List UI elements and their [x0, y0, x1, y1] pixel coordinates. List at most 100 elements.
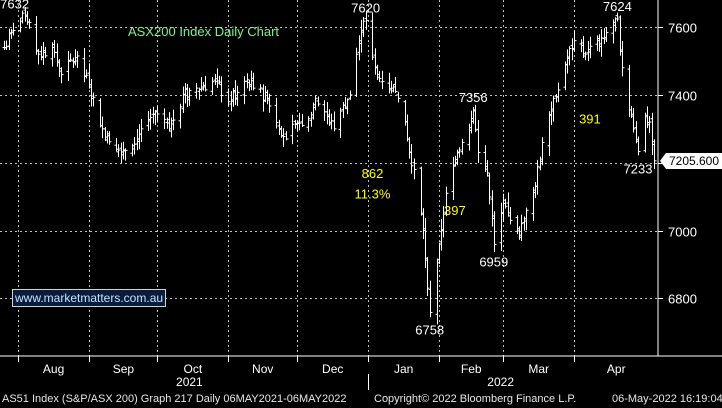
ohlc-bar [309, 111, 314, 127]
ohlc-bar [84, 69, 89, 79]
ohlc-bar [627, 64, 632, 118]
ohlc-bar [517, 226, 522, 240]
ohlc-bar [647, 116, 652, 133]
ohlc-bar [274, 97, 279, 129]
ohlc-bar [506, 192, 511, 217]
ohlc-bar [354, 47, 359, 97]
price-label: 7624 [603, 0, 632, 14]
ohlc-bar [245, 73, 250, 89]
move-label: 397 [444, 203, 466, 218]
ohlc-bar [361, 17, 366, 38]
ohlc-bar [55, 43, 60, 67]
ohlc-bar [373, 48, 378, 75]
ohlc-bar [213, 74, 218, 85]
ohlc-bar [59, 67, 64, 84]
ohlc-bar [370, 12, 375, 61]
ohlc-bar [636, 136, 641, 156]
last-price-marker: 7205.600 [666, 153, 722, 169]
ohlc-bar [457, 147, 462, 158]
watermark[interactable]: www.marketmatters.com.au [12, 289, 167, 307]
x-month-label: Apr [607, 362, 626, 376]
ohlc-bar [146, 111, 151, 131]
ohlc-bar [652, 139, 657, 169]
ohlc-bar [219, 76, 224, 103]
ohlc-bar [311, 102, 316, 120]
ohlc-bar [435, 258, 440, 325]
ohlc-bar [135, 129, 140, 151]
ohlc-bar [313, 95, 318, 111]
ohlc-bar [604, 27, 609, 42]
ohlc-bar [229, 91, 234, 112]
ohlc-bar [583, 51, 588, 61]
ohlc-bar [18, 18, 23, 33]
move-label: 862 [362, 166, 384, 181]
ohlc-bar [611, 19, 616, 44]
ohlc-bar [52, 39, 57, 58]
ohlc-bar [586, 40, 591, 62]
ohlc-bar [483, 145, 488, 172]
ohlc-bar [27, 18, 32, 29]
move-label: 391 [579, 112, 601, 127]
ohlc-bar [75, 51, 80, 68]
ohlc-bar [407, 136, 412, 159]
x-month-label: Mar [528, 362, 549, 376]
ohlc-bar [618, 15, 623, 56]
ohlc-bar [387, 72, 392, 94]
ohlc-bar [599, 29, 604, 57]
ohlc-bar [620, 41, 625, 77]
x-month-label: Nov [252, 362, 273, 376]
ohlc-bar [284, 131, 289, 141]
price-label: 6758 [415, 323, 444, 338]
ohlc-bar [116, 144, 121, 158]
ohlc-bar [249, 70, 254, 91]
ohlc-bar [281, 128, 286, 148]
ohlc-bar [423, 218, 428, 269]
ohlc-bar [316, 96, 321, 107]
ohlc-bar [139, 118, 144, 142]
ohlc-bar [597, 34, 602, 52]
footer-security-info: AS51 Index (S&P/ASX 200) Graph 217 Daily… [2, 393, 347, 405]
ohlc-bar [235, 85, 240, 106]
ohlc-bar [567, 46, 572, 66]
ohlc-bar [563, 61, 568, 91]
chart-title: ASX200 Index Daily Chart [128, 24, 279, 39]
ohlc-bar [98, 98, 103, 128]
ohlc-bar [631, 108, 636, 133]
ohlc-bar [148, 108, 153, 130]
move-label: 11.3% [355, 186, 391, 201]
ohlc-bar [540, 137, 545, 166]
ohlc-bar [570, 38, 575, 61]
ohlc-bar [151, 106, 156, 124]
ohlc-bar [471, 106, 476, 124]
ohlc-bar [572, 30, 577, 52]
ohlc-bar [295, 120, 300, 132]
ohlc-bar [650, 112, 655, 156]
ohlc-bar [469, 110, 474, 134]
ohlc-bar [71, 57, 76, 68]
ohlc-bar [215, 68, 220, 89]
x-month-label: Dec [322, 362, 343, 376]
ohlc-bar [565, 49, 570, 74]
ohlc-bar [20, 10, 25, 24]
price-chart: 68007000720074007600AugSepOctNovDecJanFe… [0, 0, 722, 390]
ohlc-bar [588, 36, 593, 59]
ohlc-bar [153, 109, 158, 126]
ohlc-bar [57, 59, 62, 78]
ohlc-bar [412, 158, 417, 180]
ohlc-bar [389, 80, 394, 94]
ohlc-bar [629, 105, 634, 118]
ohlc-bar [581, 36, 586, 58]
y-tick-label: 7000 [668, 225, 697, 240]
ohlc-bar [66, 51, 71, 81]
ohlc-bar [375, 64, 380, 81]
ohlc-bar [251, 72, 256, 91]
ohlc-bar [364, 10, 369, 30]
ohlc-bar [87, 63, 92, 89]
x-year-label: 2021 [176, 375, 203, 389]
price-label: 7233 [624, 162, 653, 177]
price-label: 7620 [351, 0, 380, 15]
ohlc-bar [508, 207, 513, 225]
ohlc-bar [107, 131, 112, 145]
ohlc-bar [155, 105, 160, 123]
